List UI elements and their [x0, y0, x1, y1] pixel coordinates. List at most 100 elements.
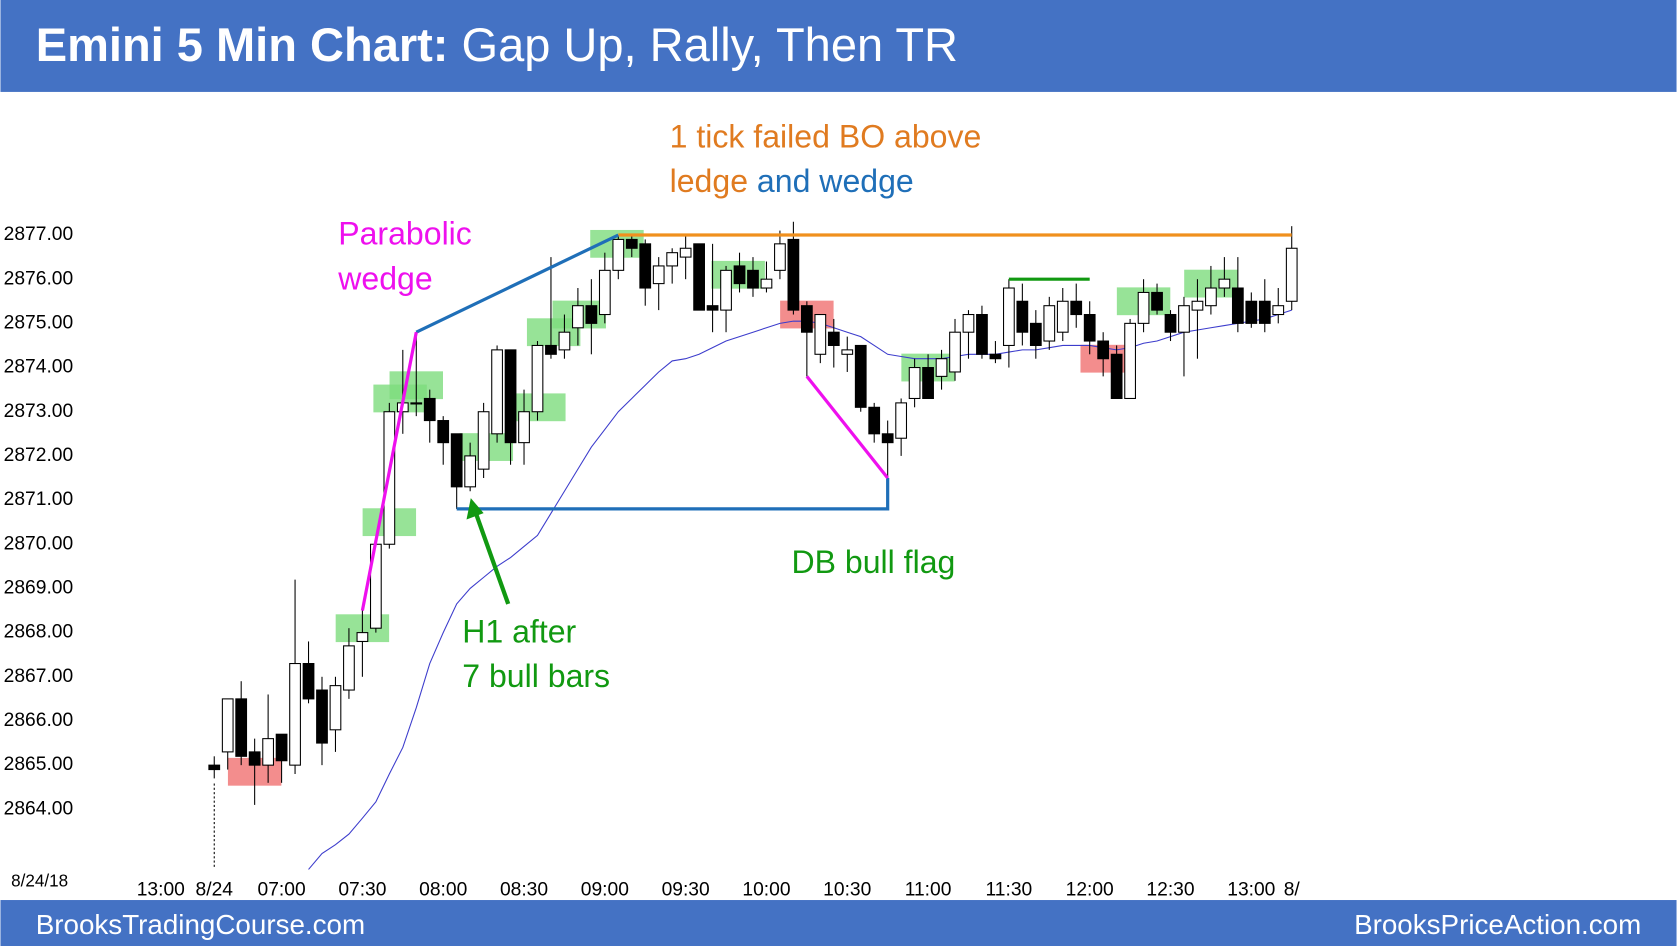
- header-bar: [0, 0, 1677, 92]
- annotation-line: [456, 477, 890, 511]
- header-title: Emini 5 Min Chart: Gap Up, Rally, Then T…: [36, 19, 958, 72]
- candle-body: [450, 433, 463, 488]
- y-tick-label: 2877.00: [4, 224, 74, 245]
- x-tick-label: 09:00: [581, 879, 629, 900]
- annotation: 7 bull bars: [462, 658, 610, 694]
- candle-body: [679, 247, 692, 258]
- x-tick-label: 09:30: [662, 879, 710, 900]
- arrow-shaft: [473, 510, 511, 605]
- candle-body: [221, 698, 234, 753]
- annotation: wedge: [337, 261, 432, 297]
- y-tick-label: 2870.00: [4, 533, 74, 554]
- y-tick-label: 2868.00: [4, 622, 74, 643]
- candle-body: [437, 420, 450, 444]
- x-tick-label: 07:00: [258, 879, 306, 900]
- plot-area: 2864.00 2865.00 2866.00 2867.00 2868.00 2869.…: [4, 221, 1300, 900]
- candle-body: [1178, 305, 1190, 333]
- x-tick-label: 11:00: [905, 879, 952, 900]
- candle-body: [976, 313, 988, 355]
- candle-body: [1137, 291, 1150, 324]
- candle-body: [1205, 287, 1217, 307]
- candle-body: [639, 243, 652, 289]
- x-tick-label: 08:30: [500, 879, 548, 900]
- candle-body: [747, 269, 759, 289]
- candle-body: [208, 764, 221, 771]
- x-tick-label: 08:00: [419, 879, 467, 900]
- ema-line: [308, 309, 1292, 870]
- candle-body: [491, 349, 503, 435]
- candle-body: [1164, 313, 1177, 333]
- title-bold: Emini 5 Min Chart:: [36, 19, 449, 72]
- candle-body: [706, 305, 719, 311]
- y-tick-label: 2871.00: [4, 489, 74, 510]
- candle-body: [1043, 305, 1056, 342]
- x-tick-label: 13:00: [1227, 879, 1275, 900]
- candle-body: [275, 733, 288, 762]
- annotation-line: [415, 233, 619, 334]
- candle-body: [1245, 300, 1258, 324]
- candle-body: [895, 402, 908, 439]
- candle-body: [545, 344, 557, 355]
- candle-body: [908, 367, 921, 400]
- y-tick-label: 2876.00: [4, 268, 74, 289]
- candle-body: [531, 344, 544, 413]
- annotation: DB bull flag: [791, 544, 955, 580]
- candle-body: [572, 305, 584, 329]
- annotation-line: [360, 331, 418, 611]
- annotation-part: ledge: [670, 163, 748, 199]
- title-text: Gap Up, Rally, Then TR: [462, 19, 959, 72]
- candle-body: [787, 238, 800, 311]
- candle-body: [1258, 300, 1271, 324]
- candle-body: [814, 313, 827, 355]
- annotation-line: [805, 375, 889, 479]
- candle-body: [343, 645, 355, 691]
- y-tick-label: 2874.00: [4, 357, 74, 378]
- candle-body: [585, 305, 598, 324]
- candle-body: [235, 698, 248, 757]
- annotation: 1 tick failed BO above: [670, 118, 982, 154]
- candle-body: [827, 331, 840, 346]
- candle-body: [1003, 287, 1015, 346]
- candle-body: [1124, 322, 1136, 400]
- candle-body: [800, 305, 813, 333]
- y-tick-label: 2869.00: [4, 578, 74, 599]
- candle-body: [720, 269, 732, 311]
- date-label: 8/24/18: [11, 871, 68, 890]
- x-tick-label: 11:30: [986, 879, 1033, 900]
- annotation: ledge and wedge: [670, 163, 914, 199]
- candle-body: [989, 353, 1002, 360]
- candle-body: [1056, 300, 1069, 333]
- candle-body: [1029, 322, 1042, 346]
- candle-body: [868, 406, 881, 435]
- candle-body: [1110, 353, 1123, 400]
- y-tick-label: 2873.00: [4, 401, 74, 422]
- candle-body: [464, 455, 477, 488]
- candle-body: [949, 331, 961, 373]
- candle-body: [1285, 247, 1298, 302]
- x-tick-label: 10:00: [742, 879, 790, 900]
- candle-body: [760, 278, 773, 289]
- candle-body: [733, 265, 746, 285]
- footer-right: BrooksPriceAction.com: [1354, 909, 1641, 940]
- annotation-part: and wedge: [757, 163, 914, 199]
- candle-body: [854, 344, 867, 408]
- candle-body: [1231, 287, 1244, 324]
- candle-body: [1218, 278, 1231, 289]
- y-tick-label: 2867.00: [4, 666, 74, 687]
- prior-session-label: 13:00: [137, 879, 185, 900]
- candle-body: [598, 269, 611, 316]
- candle-body: [935, 358, 948, 377]
- candle-body: [612, 238, 625, 271]
- candle-body: [262, 738, 274, 766]
- candle-body: [1191, 300, 1204, 311]
- y-tick-label: 2875.00: [4, 312, 74, 333]
- candle-body: [518, 411, 530, 444]
- x-tick-label: 07:30: [338, 879, 386, 900]
- y-tick-label: 2866.00: [4, 710, 74, 731]
- candle-body: [329, 685, 342, 731]
- candle-body: [1070, 300, 1083, 316]
- candle-body: [774, 243, 786, 271]
- candle-body: [1097, 340, 1110, 360]
